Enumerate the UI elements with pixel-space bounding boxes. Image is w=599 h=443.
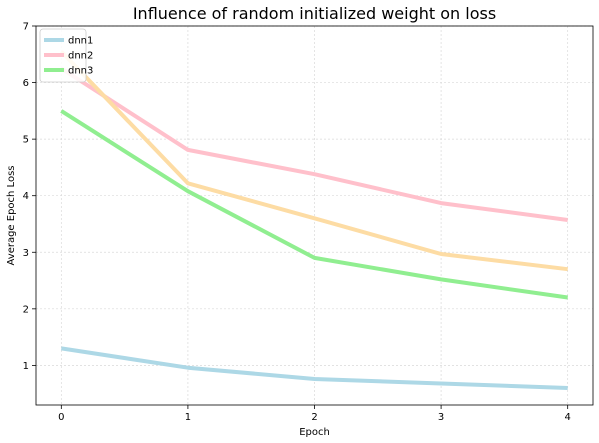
y-tick-label: 4 — [23, 191, 29, 202]
legend-label-dnn1: dnn1 — [68, 36, 93, 47]
x-axis-label: Epoch — [299, 427, 330, 438]
legend-label-dnn2: dnn2 — [68, 51, 93, 62]
legend: dnn1 dnn2 dnn3 — [40, 29, 93, 82]
y-tick-label: 6 — [23, 78, 29, 89]
y-tick-label: 2 — [23, 304, 29, 315]
y-tick-label: 3 — [23, 248, 29, 259]
y-tick-label: 5 — [23, 135, 29, 146]
chart-title: Influence of random initialized weight o… — [133, 4, 496, 23]
y-tick-label: 1 — [23, 361, 29, 372]
legend-label-dnn3: dnn3 — [68, 66, 93, 77]
y-tick-label: 7 — [23, 22, 29, 33]
x-tick-label: 3 — [438, 412, 444, 423]
x-tick-label: 2 — [311, 412, 317, 423]
y-axis-label: Average Epoch Loss — [6, 166, 17, 266]
x-tick-label: 1 — [185, 412, 191, 423]
x-tick-label: 4 — [564, 412, 570, 423]
x-tick-label: 0 — [58, 412, 64, 423]
